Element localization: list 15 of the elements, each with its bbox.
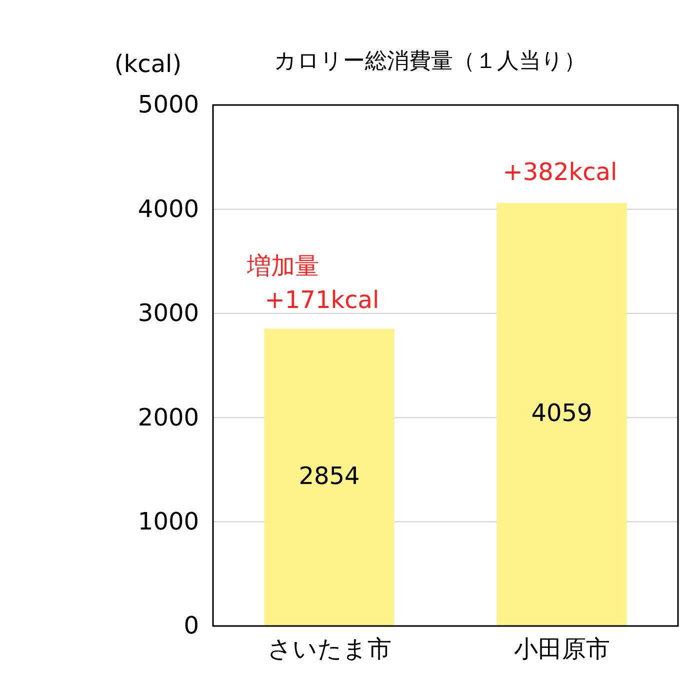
y-tick-label: 4000 [138,194,199,223]
y-axis-title: (kcal) [114,50,182,78]
data-label: 4059 [531,399,592,428]
x-tick-label: 小田原市 [514,635,610,664]
y-tick-label: 2000 [138,403,199,432]
data-label: 2854 [298,462,360,490]
annotation: +171kcal [264,286,380,314]
y-tick-label: 3000 [138,299,199,328]
y-tick-label: 0 [184,612,199,640]
annotation: 増加量 [246,252,319,280]
y-tick-label: 1000 [138,507,199,536]
x-tick-label: さいたま市 [267,635,392,664]
y-tick-label: 5000 [138,90,199,119]
chart-title: カロリー総消費量（１人当り） [274,49,586,74]
annotation: +382kcal [502,158,618,186]
